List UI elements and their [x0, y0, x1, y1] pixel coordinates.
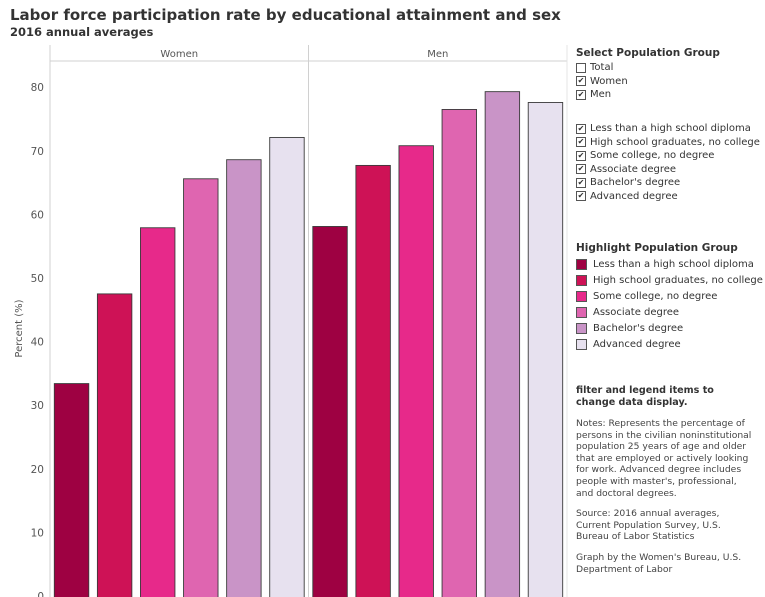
checkbox-label: Men	[590, 89, 612, 101]
checkbox-label: Total	[590, 62, 614, 74]
legend-swatch	[576, 258, 587, 270]
legend-label: Advanced degree	[593, 338, 681, 350]
chart-title: Labor force participation rate by educat…	[10, 6, 561, 24]
population-option-total[interactable]: Total	[576, 61, 761, 75]
legend-item-bachelor-s-degree[interactable]: Bachelor's degree	[576, 320, 761, 336]
panel-header-women: Women	[160, 49, 198, 60]
legend-label: Associate degree	[593, 306, 680, 318]
y-tick-label: 50	[31, 273, 44, 285]
legend-item-high-school-graduates-no-college[interactable]: High school graduates, no college	[576, 272, 763, 288]
panel-header-men: Men	[427, 49, 448, 60]
bar-chart: Women Men 0 10 20 30 40 50 60 70 80 Percent (%)	[14, 45, 568, 597]
notes-panel: filter and legend items to change data d…	[576, 385, 756, 575]
legend-item-associate-degree[interactable]: Associate degree	[576, 304, 761, 320]
population-filter-list: Total ✔ Women ✔ Men	[576, 61, 761, 102]
checkbox-label: High school graduates, no college	[590, 136, 760, 148]
checkbox-label: Less than a high school diploma	[590, 123, 751, 135]
legend-swatch	[576, 338, 587, 350]
education-option-advanced-degree[interactable]: ✔ Advanced degree	[576, 190, 761, 204]
notes-text: Notes: Represents the percentage of pers…	[576, 418, 752, 499]
legend-label: High school graduates, no college	[593, 274, 763, 286]
population-filter: Select Population Group Total ✔ Women ✔ Men	[576, 47, 761, 102]
legend-item-advanced-degree[interactable]: Advanced degree	[576, 336, 761, 352]
bar-men-associate-degree	[441, 109, 477, 597]
legend-swatch	[576, 274, 587, 286]
bar-women-advanced-degree	[269, 136, 305, 597]
y-tick-label: 80	[31, 82, 44, 94]
y-tick-label: 40	[31, 337, 44, 349]
checkbox-label: Some college, no degree	[590, 150, 715, 162]
legend-label: Less than a high school diploma	[593, 258, 754, 270]
legend-list: Less than a high school diploma High scho…	[576, 256, 763, 352]
bar-women-less-than-a-high-school-diploma	[53, 383, 90, 597]
checkbox-label: Advanced degree	[590, 190, 678, 202]
legend-swatch	[576, 290, 587, 302]
y-tick-label: 60	[31, 209, 44, 221]
instruction-text: filter and legend items to change data d…	[576, 385, 714, 408]
y-tick-label: 70	[31, 146, 44, 158]
legend-item-some-college-no-degree[interactable]: Some college, no degree	[576, 288, 761, 304]
bar-women-some-college-no-degree	[140, 227, 176, 597]
checkbox[interactable]: ✔	[576, 164, 586, 175]
checkbox[interactable]	[576, 62, 586, 73]
education-option-less-than-a-high-school-diploma[interactable]: ✔ Less than a high school diploma	[576, 122, 761, 136]
education-filter-list: ✔ Less than a high school diploma ✔ High sc…	[576, 122, 761, 203]
y-tick-label: 0	[37, 591, 44, 597]
bar-men-advanced-degree	[527, 102, 564, 597]
legend-label: Some college, no degree	[593, 290, 718, 302]
checkbox-label: Bachelor's degree	[590, 177, 681, 189]
y-tick-label: 20	[31, 464, 44, 476]
checkbox[interactable]: ✔	[576, 150, 586, 161]
highlight-legend: Highlight Population Group Less than a h…	[576, 242, 763, 352]
legend-label: Bachelor's degree	[593, 322, 684, 334]
checkbox[interactable]: ✔	[576, 177, 586, 188]
bar-women-associate-degree	[183, 178, 219, 597]
legend-swatch	[576, 322, 587, 334]
education-option-high-school-graduates-no-college[interactable]: ✔ High school graduates, no college	[576, 136, 761, 150]
legend-swatch	[576, 306, 587, 318]
credit-text: Graph by the Women's Bureau, U.S. Depart…	[576, 551, 742, 575]
education-option-bachelor-s-degree[interactable]: ✔ Bachelor's degree	[576, 176, 761, 190]
bar-men-bachelor-s-degree	[484, 91, 521, 597]
legend-item-less-than-a-high-school-diploma[interactable]: Less than a high school diploma	[576, 256, 761, 272]
population-filter-heading: Select Population Group	[576, 47, 720, 59]
source-text: Source: 2016 annual averages, Current Po…	[576, 508, 721, 543]
bar-women-high-school-graduates-no-college	[96, 293, 133, 597]
education-option-associate-degree[interactable]: ✔ Associate degree	[576, 163, 761, 177]
checkbox-label: Women	[590, 75, 628, 87]
y-tick-label: 10	[31, 527, 44, 539]
checkbox[interactable]: ✔	[576, 89, 586, 100]
checkbox[interactable]: ✔	[576, 76, 586, 87]
bar-men-high-school-graduates-no-college	[355, 164, 391, 597]
checkbox[interactable]: ✔	[576, 137, 586, 148]
education-filter: ✔ Less than a high school diploma ✔ High sc…	[576, 122, 761, 203]
population-option-men[interactable]: ✔ Men	[576, 88, 761, 102]
population-option-women[interactable]: ✔ Women	[576, 75, 761, 89]
bar-women-bachelor-s-degree	[226, 159, 262, 597]
bar-men-less-than-a-high-school-diploma	[312, 226, 348, 597]
highlight-legend-heading: Highlight Population Group	[576, 242, 738, 254]
y-tick-label: 30	[31, 400, 44, 412]
education-option-some-college-no-degree[interactable]: ✔ Some college, no degree	[576, 149, 761, 163]
checkbox[interactable]: ✔	[576, 123, 586, 134]
y-axis-label: Percent (%)	[14, 299, 25, 357]
checkbox[interactable]: ✔	[576, 191, 586, 202]
checkbox-label: Associate degree	[590, 163, 677, 175]
chart-subtitle: 2016 annual averages	[10, 25, 154, 39]
bar-men-some-college-no-degree	[398, 145, 434, 597]
